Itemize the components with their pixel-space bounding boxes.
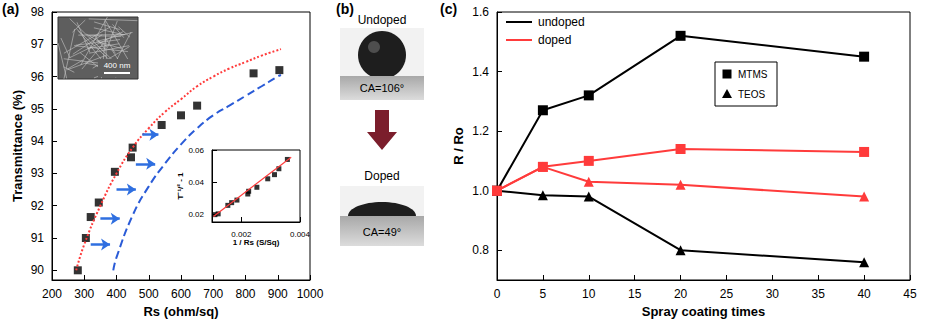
svg-text:1000: 1000 — [297, 287, 324, 301]
svg-text:800: 800 — [235, 287, 255, 301]
svg-text:5: 5 — [540, 287, 547, 301]
svg-text:R / Ro: R / Ro — [451, 127, 466, 165]
svg-text:Transmittance (%): Transmittance (%) — [10, 90, 25, 202]
svg-text:(c): (c) — [440, 1, 457, 17]
svg-text:CA=106°: CA=106° — [360, 82, 404, 94]
svg-text:1 / Rs (S/Sq): 1 / Rs (S/Sq) — [233, 238, 280, 247]
svg-text:0.002: 0.002 — [231, 230, 252, 239]
svg-text:0: 0 — [494, 287, 501, 301]
svg-text:96: 96 — [31, 70, 45, 84]
svg-text:0.04: 0.04 — [188, 178, 204, 187]
svg-text:90: 90 — [31, 263, 45, 277]
svg-text:400 nm: 400 nm — [104, 61, 131, 70]
svg-text:(b): (b) — [336, 1, 354, 17]
svg-text:25: 25 — [720, 287, 734, 301]
svg-text:200: 200 — [42, 287, 62, 301]
svg-text:97: 97 — [31, 37, 45, 51]
svg-text:600: 600 — [171, 287, 191, 301]
svg-text:900: 900 — [268, 287, 288, 301]
svg-text:1.4: 1.4 — [472, 65, 489, 79]
svg-text:doped: doped — [538, 33, 571, 47]
svg-text:T⁻¹/² - 1: T⁻¹/² - 1 — [176, 172, 185, 200]
svg-text:94: 94 — [31, 134, 45, 148]
svg-text:(a): (a) — [2, 1, 19, 17]
svg-text:300: 300 — [74, 287, 94, 301]
svg-text:CA=49°: CA=49° — [363, 226, 401, 238]
svg-text:15: 15 — [628, 287, 642, 301]
svg-text:40: 40 — [857, 287, 871, 301]
svg-text:30: 30 — [766, 287, 780, 301]
svg-text:0.8: 0.8 — [472, 243, 489, 257]
svg-text:500: 500 — [139, 287, 159, 301]
svg-text:undoped: undoped — [538, 15, 585, 29]
svg-text:10: 10 — [582, 287, 596, 301]
svg-text:91: 91 — [31, 231, 45, 245]
svg-text:700: 700 — [203, 287, 223, 301]
svg-text:TEOS: TEOS — [738, 89, 766, 100]
svg-text:1.0: 1.0 — [472, 184, 489, 198]
svg-text:35: 35 — [812, 287, 826, 301]
svg-text:98: 98 — [31, 5, 45, 19]
svg-text:93: 93 — [31, 166, 45, 180]
svg-text:MTMS: MTMS — [738, 69, 768, 80]
svg-text:Undoped: Undoped — [358, 13, 407, 27]
svg-text:20: 20 — [674, 287, 688, 301]
svg-text:1.6: 1.6 — [472, 5, 489, 19]
svg-text:1.2: 1.2 — [472, 124, 489, 138]
svg-text:0.02: 0.02 — [188, 210, 204, 219]
svg-text:Rs (ohm/sq): Rs (ohm/sq) — [143, 304, 218, 319]
svg-text:92: 92 — [31, 199, 45, 213]
svg-text:0.06: 0.06 — [188, 146, 204, 155]
svg-text:Spray coating times: Spray coating times — [642, 304, 766, 319]
svg-text:Doped: Doped — [364, 169, 399, 183]
svg-text:95: 95 — [31, 102, 45, 116]
svg-text:400: 400 — [106, 287, 126, 301]
svg-text:0.004: 0.004 — [290, 230, 311, 239]
svg-text:45: 45 — [903, 287, 917, 301]
